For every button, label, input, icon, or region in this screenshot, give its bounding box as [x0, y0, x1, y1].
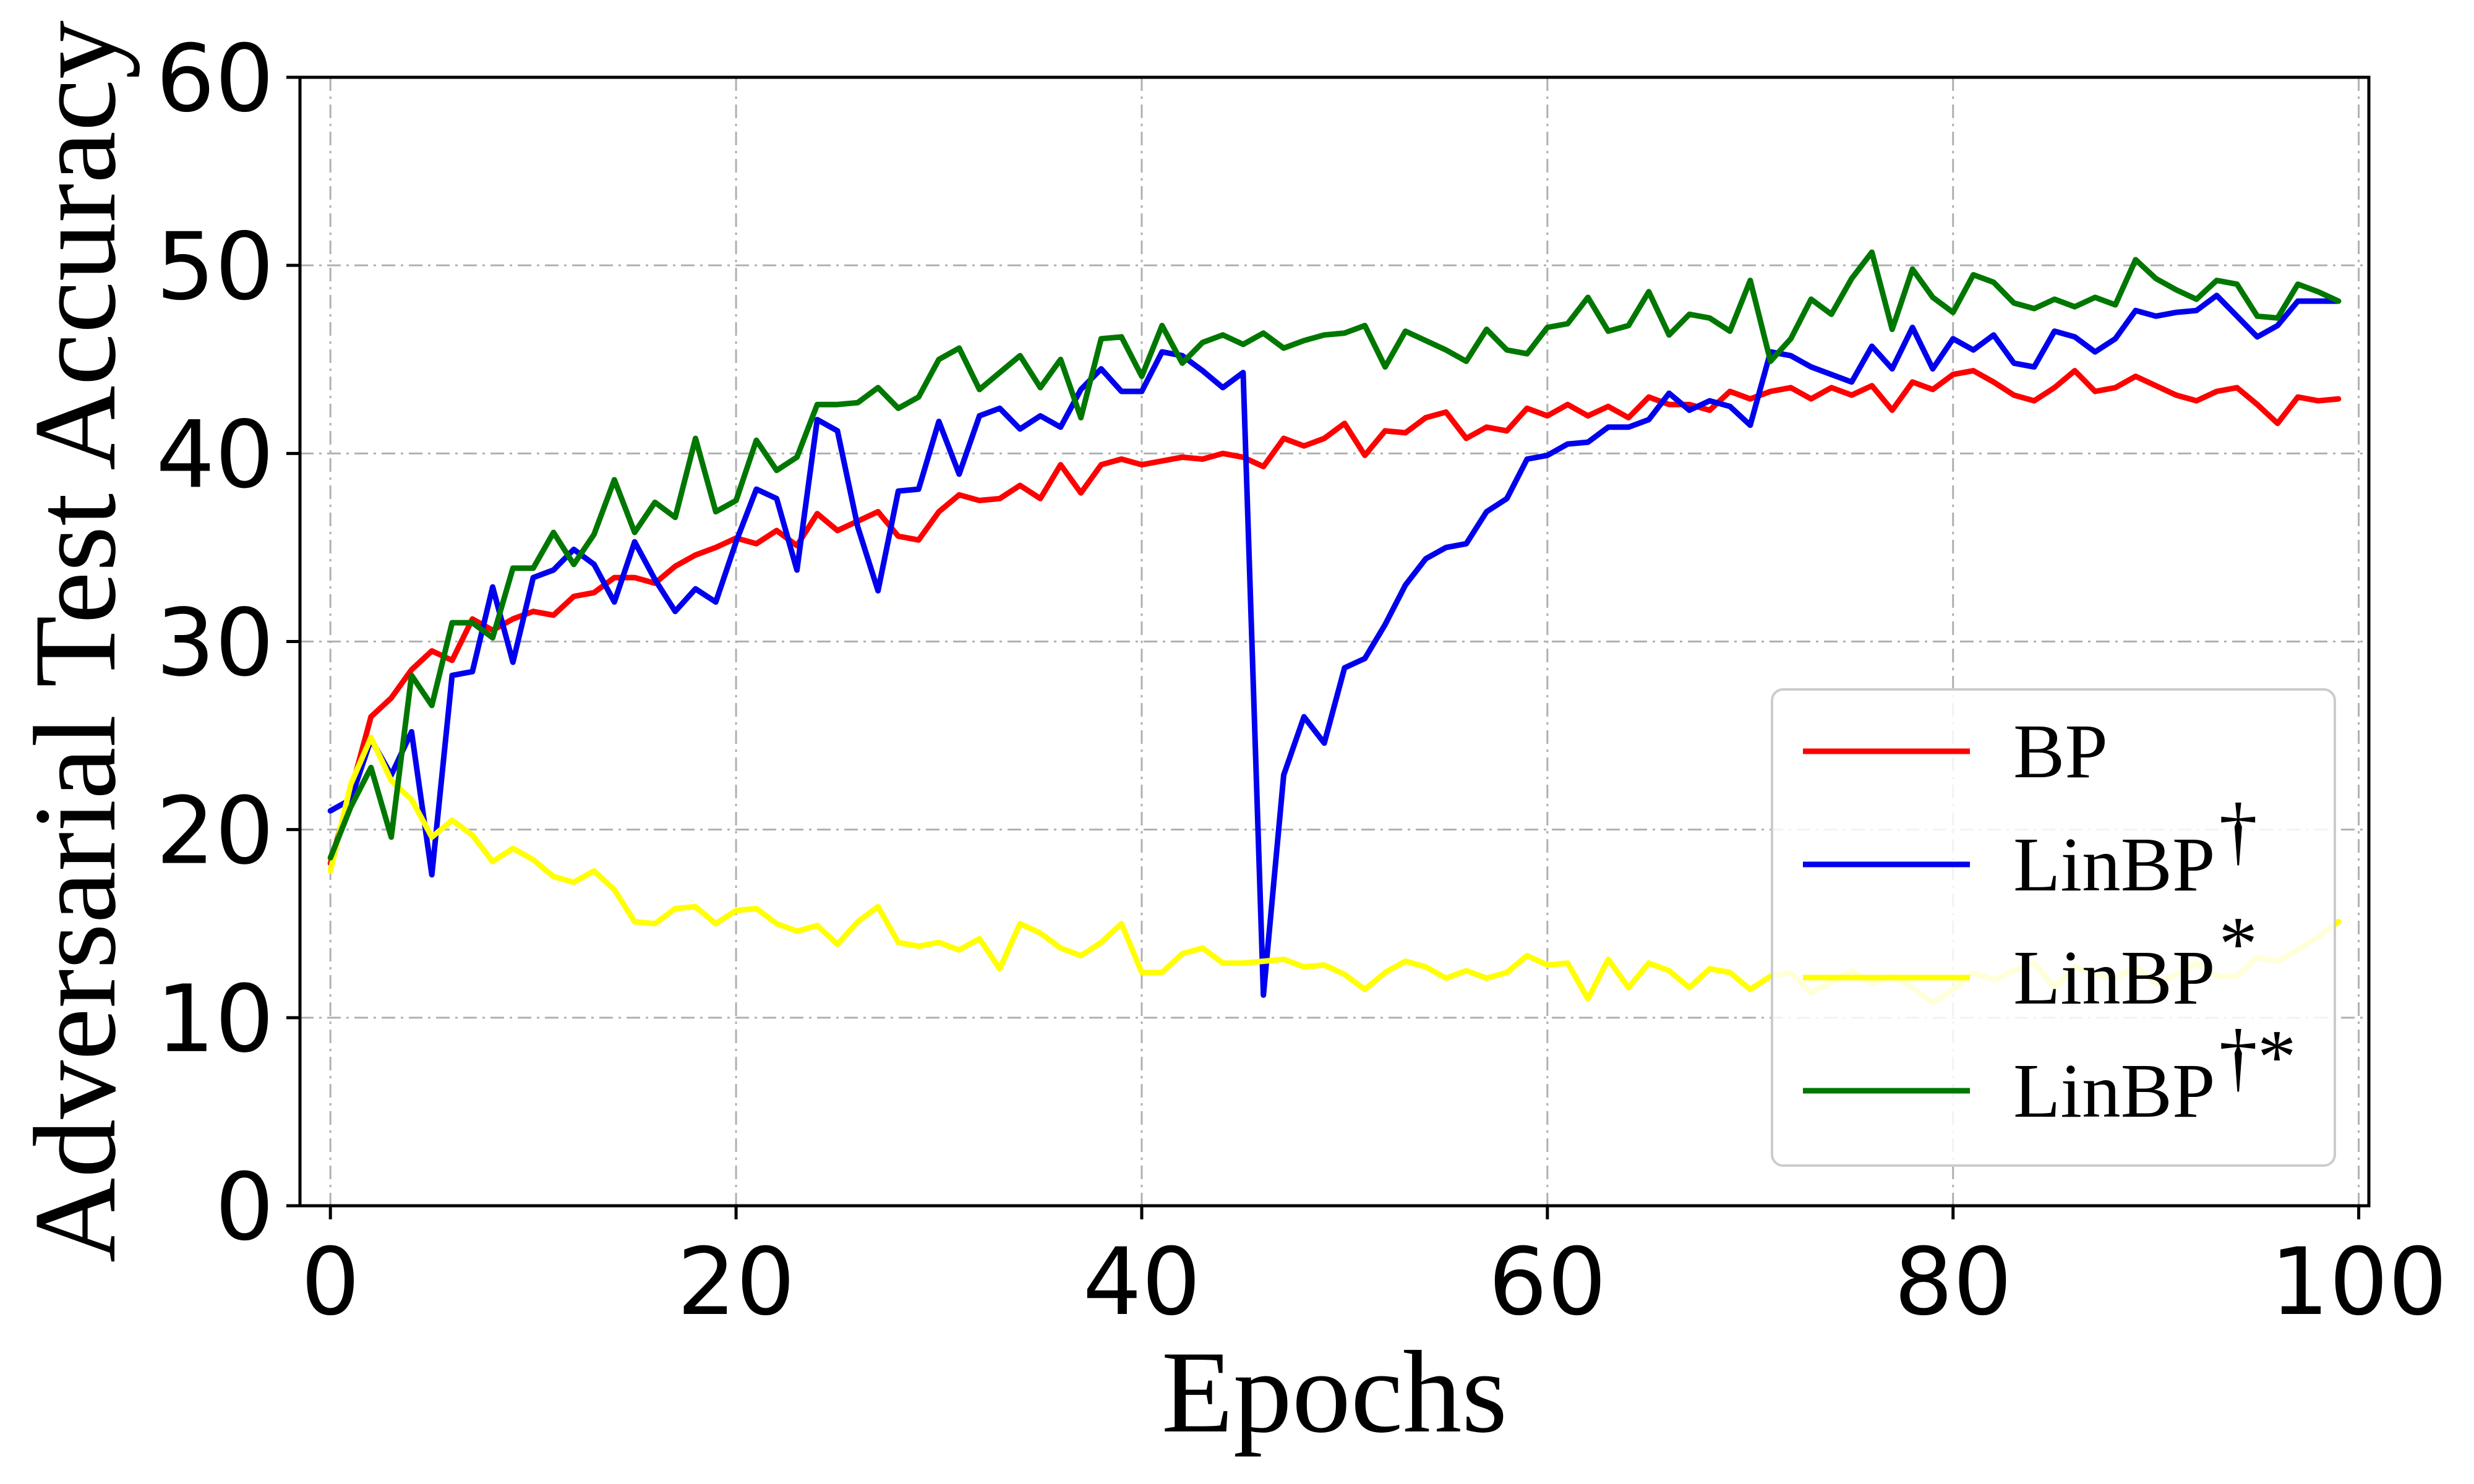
- x-axis-label: Epochs: [1162, 1328, 1507, 1457]
- axis-ticks: 0 20 40 60 80 100 0 10 20 30 40 50 60: [156, 25, 2447, 1336]
- legend-box: [1771, 688, 2336, 1167]
- series-line-2: [327, 292, 2342, 998]
- legend-label-superscript: †: [2219, 788, 2258, 874]
- series-line-1: [327, 368, 2342, 866]
- x-tick-label: 40: [1083, 1229, 1201, 1336]
- x-tick-label: 80: [1894, 1229, 2012, 1336]
- x-tick-label: 100: [2270, 1229, 2447, 1336]
- y-tick-label: 40: [156, 401, 274, 509]
- y-tick-label: 10: [156, 966, 274, 1073]
- y-tick-label: 50: [156, 213, 274, 321]
- x-tick-label: 20: [677, 1229, 795, 1336]
- y-tick-label: 30: [156, 590, 274, 697]
- y-tick-label: 0: [215, 1154, 274, 1261]
- legend-label-superscript: †*: [2219, 1015, 2296, 1100]
- y-tick-label: 20: [156, 778, 274, 885]
- x-tick-label: 60: [1488, 1229, 1606, 1336]
- x-tick-label: 0: [301, 1229, 359, 1336]
- y-tick-label: 60: [156, 25, 274, 133]
- legend-label: BP: [2013, 709, 2108, 795]
- legend-label-superscript: *: [2219, 902, 2258, 987]
- legend-item-1: BP: [1803, 709, 2108, 795]
- y-axis-label: Adversarial Test Accuracy: [11, 20, 140, 1263]
- series-line-4: [327, 249, 2342, 861]
